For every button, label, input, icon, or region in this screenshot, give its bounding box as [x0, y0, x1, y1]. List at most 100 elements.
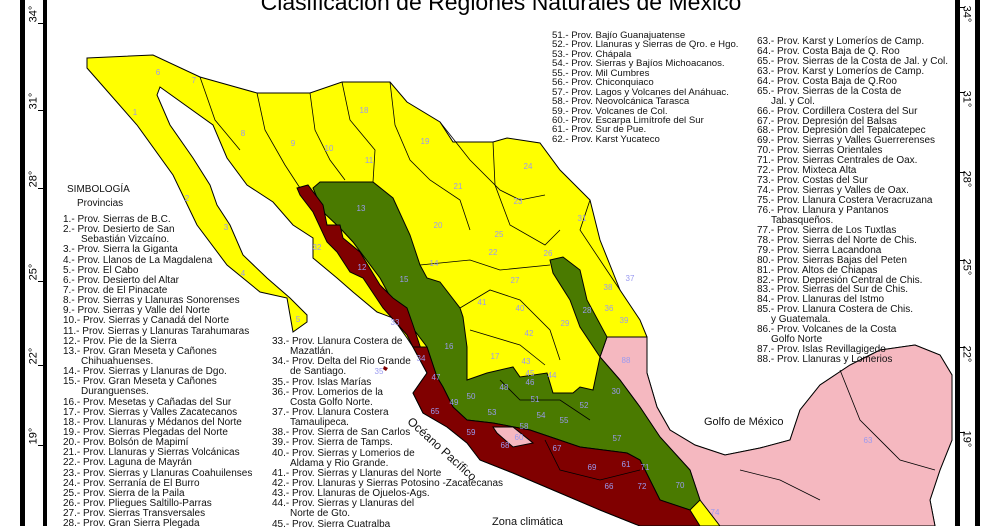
region-number-label: 66	[605, 482, 614, 491]
legend-item: 39.- Prov. Sierra de Tamps.	[272, 437, 393, 449]
legend-item: 68.- Prov. Depresión del Tepalcatepec	[757, 125, 926, 137]
region-number-label: 61	[622, 460, 631, 469]
legend-item: 34.- Prov. Delta del Rio Grande	[272, 356, 411, 368]
legend-item: 4.- Prov. Llanos de La Magdalena	[63, 254, 213, 266]
legend-item-continuation: Costa Golfo Norte.	[290, 396, 373, 408]
legend-item: 24.- Prov. Serranía de El Burro	[63, 477, 200, 489]
legend-item: 76.- Prov. Llanura y Pantanos	[757, 204, 889, 216]
latitude-tick	[38, 23, 43, 24]
region-number-label: 28	[583, 306, 592, 315]
legend-item: 16.- Prov. Mesetas y Cañadas del Sur	[63, 396, 232, 408]
legend-item: 42.- Prov. Llanuras y Sierras Potosino -…	[272, 477, 504, 489]
region-number-label: 16	[445, 342, 454, 351]
legend-item: 18.- Prov. Llanuras y Médanos del Norte	[63, 416, 242, 428]
legend-item: 57.- Prov. Lagos y Volcanes del Anáhuac.	[552, 86, 729, 98]
legend-item: 80.- Prov. Sierras Bajas del Peten	[757, 254, 907, 266]
legend-item-continuation: de Santiago.	[290, 366, 347, 378]
region-number-label: 44	[548, 371, 557, 380]
region-number-label: 27	[511, 276, 520, 285]
latitude-label: 22°	[960, 345, 973, 363]
region-number-label: 10	[325, 144, 334, 153]
region-number-label: 67	[553, 444, 562, 453]
region-number-label: 13	[357, 204, 366, 213]
region-number-label: 47	[432, 373, 441, 382]
legend-item: 33.- Prov. Llanura Costera de	[272, 336, 403, 347]
region-number-label: 2	[185, 194, 190, 203]
legend-item: 15.- Prov. Gran Meseta y Cañones	[63, 376, 217, 388]
legend-item: 66.- Prov. Cordillera Costera del Sur	[757, 105, 918, 117]
region-number-label: 4	[241, 269, 246, 278]
legend-item: 62.- Prov. Karst Yucateco	[552, 133, 660, 145]
region-number-label: 3	[224, 223, 229, 232]
latitude-tick	[38, 445, 43, 446]
legend-item-continuation: Mazatlán.	[290, 346, 334, 358]
region-number-label: 58	[520, 422, 529, 431]
region-number-label: 20	[434, 221, 443, 230]
region-number-label: 31	[578, 214, 587, 223]
legend-item: 74.- Prov. Sierras y Valles de Oax.	[757, 185, 909, 197]
legend-item: 53.- Prov. Chápala	[552, 48, 632, 60]
legend-item: 1.- Prov. Sierras de B.C.	[63, 214, 171, 225]
legend-item-continuation: Aldama y Rio Grande.	[290, 457, 389, 469]
legend-list-middle: 33.- Prov. Llanura Costera de Mazatlán. 34…	[272, 336, 504, 530]
red-sierra-madre-sur	[412, 346, 701, 526]
legend-item: 73.- Prov. Costas del Sur	[757, 175, 868, 187]
legend-item: 77.- Prov. Sierra de Los Tuxtlas	[757, 224, 897, 236]
legend-item: 17.- Prov. Sierras y Valles Zacatecanos	[63, 406, 238, 418]
region-number-label: 71	[641, 463, 650, 472]
region-number-label: 52	[580, 401, 589, 410]
region-number-label: 70	[676, 481, 685, 490]
left-frame-inner	[43, 0, 47, 526]
region-number-label: 33	[391, 318, 400, 327]
latitude-tick	[38, 188, 43, 189]
legend-item: 65.- Prov. Sierras de la Costa de Jal. y…	[757, 55, 949, 67]
legend-item: 21.- Prov. Llanuras y Sierras Volcánicas	[63, 447, 240, 459]
legend-item: 54.- Prov. Sierras y Bajíos Michoacanos.	[552, 58, 725, 70]
region-number-label: 32	[313, 243, 322, 252]
region-number-label: 9	[291, 139, 296, 148]
islas-marias	[383, 366, 388, 371]
latitude-tick	[38, 281, 43, 282]
legend-item: 25.- Prov. Sierra de la Paila	[63, 487, 185, 499]
region-number-label: 39	[620, 316, 629, 325]
latitude-tick	[960, 7, 965, 8]
region-number-label: 55	[560, 416, 569, 425]
latitude-label: 19°	[27, 427, 40, 445]
legend-item: 70.- Prov. Sierras Orientales	[757, 145, 883, 157]
legend-item-continuation: Sebastián Vizcaíno.	[81, 234, 170, 246]
region-number-label: 72	[638, 482, 647, 491]
legend-item: 14.- Prov. Sierras y Llanuras de Dgo.	[63, 366, 227, 378]
legend-item: 36.- Prov. Lomerios de la	[272, 386, 383, 398]
legend-item: 78.- Prov. Sierras del Norte de Chis.	[757, 234, 917, 246]
legend-item: 8.- Prov. Sierras y Llanuras Sonorenses	[63, 295, 240, 307]
legend-list-left: 1.- Prov. Sierras de B.C. 2.- Prov. Desie…	[63, 214, 252, 529]
region-number-label: 59	[467, 428, 476, 437]
region-number-label: 60	[515, 433, 524, 442]
region-number-label: 36	[605, 304, 614, 313]
legend-item: 60.- Prov. Escarpa Limítrofe del Sur	[552, 114, 704, 126]
region-number-label: 42	[525, 329, 534, 338]
legend-item: 13.- Prov. Gran Meseta y Cañones	[63, 345, 217, 357]
right-frame-outer	[975, 0, 980, 526]
latitude-label: 25°	[27, 263, 40, 281]
legend-item-continuation: Tabasqueños.	[771, 214, 834, 226]
latitude-label: 19°	[960, 430, 973, 448]
region-number-label: 14	[430, 259, 439, 268]
region-number-label: 21	[454, 182, 463, 191]
region-number-label: 6	[156, 68, 161, 77]
latitude-tick	[960, 172, 965, 173]
legend-item: 87.- Prov. Islas Revillagigedo	[757, 344, 886, 356]
legend-item: 61.- Prov. Sur de Pue.	[552, 124, 647, 136]
climate-heading: Zona climática	[492, 516, 563, 528]
region-number-label: 34	[417, 354, 426, 363]
latitude-label: 34°	[27, 5, 40, 23]
legend-item: 19.- Prov. Sierras Plegadas del Norte	[63, 426, 228, 438]
latitude-tick	[960, 432, 965, 433]
legend-item: 81.- Prov. Altos de Chiapas	[757, 264, 878, 276]
legend-item: 79.- Prov. Sierra Lacandona	[757, 244, 882, 256]
region-number-label: 24	[524, 162, 533, 171]
pink-escarpa-region	[492, 426, 535, 448]
legend-item: 67.- Prov. Depresión del Balsas	[757, 115, 897, 127]
legend-item-continuation: Golfo Norte	[771, 334, 823, 346]
latitude-tick	[38, 110, 43, 111]
